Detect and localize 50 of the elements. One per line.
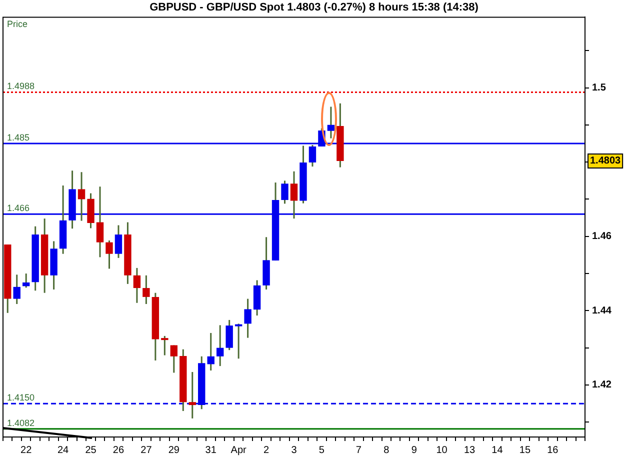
candlestick [133,267,141,304]
candlestick [234,322,242,360]
x-tick-label: 10 [436,444,448,456]
y-tick-label: 1.42 [592,380,612,391]
x-tick-label: 5 [318,444,325,456]
candlestick [22,272,30,288]
x-tick-label: 25 [85,444,97,456]
x-tick-label: 2 [264,444,270,456]
x-tick-label: 29 [168,444,180,456]
x-tick-label: 31 [205,444,217,456]
x-tick-label: 26 [112,444,124,456]
ref-line-label: 1.4988 [7,81,35,92]
x-tick-label: 27 [140,444,152,456]
candlestick [207,332,214,372]
x-tick-label: Apr [230,444,248,456]
x-tick-label: 15 [519,444,531,456]
x-tick-label: 7 [356,444,362,456]
x-tick-label: 24 [57,444,70,456]
candlestick [170,344,178,374]
candlestick [216,324,224,367]
candlestick [244,298,252,339]
x-tick-label: 3 [291,444,298,456]
candlestick [78,171,86,222]
candlestick [327,106,335,140]
ref-line-label: 1.4150 [7,392,35,403]
candlestick [290,170,298,220]
annotation: 1.4803 [590,156,622,167]
x-tick-label: 16 [547,444,559,456]
candlestick [226,319,233,351]
x-tick-label: 13 [464,444,476,456]
y-tick-label: 1.44 [592,305,612,316]
ref-line-label: 1.485 [7,132,30,143]
y-tick-label: 1.5 [592,82,606,94]
candlestick [96,186,104,258]
candlestick [188,371,196,420]
candlestick [13,274,20,305]
ref-line-label: 1.4082 [7,418,35,428]
y-axis-title: Price [7,19,28,30]
candlestick [106,240,113,270]
candlestick [281,180,288,204]
y-tick-label: 1.46 [592,231,612,242]
x-tick-label: 14 [492,444,504,456]
x-tick-label: 22 [20,444,32,456]
x-tick-label: 9 [411,444,418,456]
candlestick [114,224,122,259]
chart-title: GBPUSD - GBP/USD Spot 1.4803 (-0.27%) 8 hours 15:38 (14:38) [150,2,479,14]
ref-line-label: 1.466 [7,203,30,214]
candlestick [142,274,150,305]
candlestick [161,335,168,356]
x-tick-label: 8 [384,444,390,456]
